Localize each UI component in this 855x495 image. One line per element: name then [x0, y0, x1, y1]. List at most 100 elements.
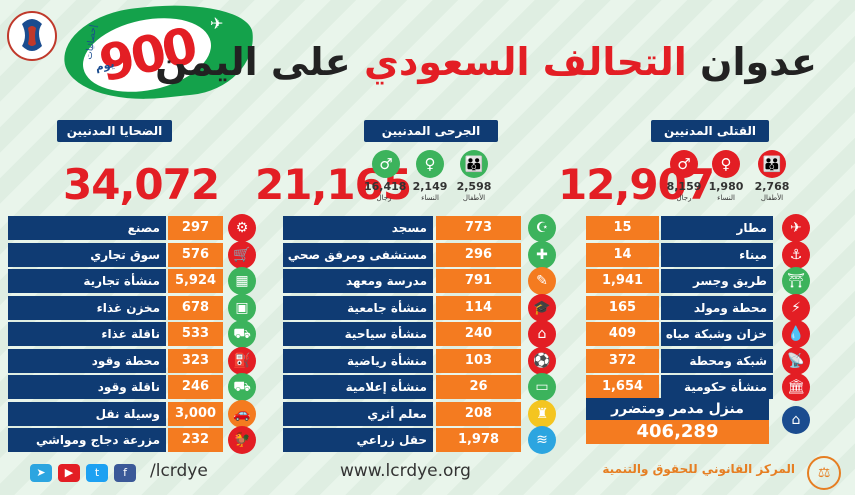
- victims-total: 34,072: [63, 160, 220, 209]
- row-value: 1,978: [436, 428, 521, 452]
- row-label: معلم أثري: [283, 401, 433, 426]
- row-label: ناقلة غذاء: [8, 322, 166, 346]
- row-value: 297: [168, 216, 223, 240]
- organization-seal-icon: ⚖: [807, 456, 841, 490]
- power-tower-icon: ⚡: [782, 293, 810, 322]
- row-label: ميناء: [661, 242, 773, 267]
- graduation-cap-icon: 🎓: [528, 293, 556, 322]
- bridge-icon: ⛩: [782, 267, 810, 295]
- man-icon: ♂: [372, 150, 400, 178]
- row-value: 409: [586, 322, 659, 346]
- children-icon: 👪: [460, 150, 488, 178]
- anchor-icon: ⚓: [782, 240, 810, 269]
- row-value: 323: [168, 348, 223, 373]
- website-link[interactable]: www.lcrdye.org: [340, 461, 471, 481]
- woman-icon: ♀: [712, 150, 740, 178]
- woman-icon: ♀: [416, 150, 444, 178]
- row-label: محطة ومولد كهرباء: [661, 295, 773, 339]
- row-label: منشأة جامعية: [283, 295, 433, 320]
- social-handle[interactable]: /lcrdye: [150, 461, 208, 481]
- row-value: 26: [436, 375, 521, 399]
- row-label: خزان وشبكة مياه: [661, 322, 773, 346]
- row-label: منشأة سياحية: [283, 322, 433, 346]
- row-label: مخزن غذاء: [8, 295, 166, 320]
- row-label: منشأة تجارية: [8, 269, 166, 293]
- row-value: 103: [436, 348, 521, 373]
- wounded-women: 2,149: [412, 180, 448, 193]
- row-value: 791: [436, 269, 521, 293]
- tanker-icon: ⛟: [228, 373, 256, 401]
- row-value: 576: [168, 242, 223, 267]
- wounded-children-label: الأطفال: [462, 194, 486, 202]
- row-value: 165: [586, 295, 659, 320]
- row-label: حقل زراعي: [283, 428, 433, 452]
- row-value: 372: [586, 348, 659, 373]
- row-label: مسجد: [283, 216, 433, 240]
- killed-men: 8,159: [666, 180, 702, 193]
- car-icon: 🚗: [228, 399, 256, 428]
- telegram-icon[interactable]: ➤: [30, 464, 52, 482]
- row-label: طريق وجسر: [661, 269, 773, 293]
- row-value: 5,924: [168, 269, 223, 293]
- sports-ball-icon: ⚽: [528, 346, 556, 375]
- row-value: 14: [586, 242, 659, 267]
- killed-women: 1,980: [708, 180, 744, 193]
- row-value: 240: [436, 322, 521, 346]
- youtube-icon[interactable]: ▶: [58, 464, 80, 482]
- page-title: عدوان التحالف السعودي على اليمن: [155, 40, 817, 84]
- twitter-icon[interactable]: t: [86, 464, 108, 482]
- fuel-pump-icon: ⛽: [228, 346, 256, 375]
- row-value: 678: [168, 295, 223, 320]
- row-value: 1,654: [586, 375, 659, 399]
- row-value: 533: [168, 322, 223, 346]
- killed-children: 2,768: [754, 180, 790, 193]
- row-value: 296: [436, 242, 521, 267]
- killed-header: القتلى المدنيين: [651, 120, 769, 142]
- victims-header: الضحايا المدنيين: [57, 120, 172, 142]
- killed-women-label: النساء: [717, 194, 735, 202]
- houses-box: منزل مدمر ومتضرر 406,289: [586, 398, 769, 444]
- hospital-icon: ✚: [528, 240, 556, 269]
- row-label: منشأة إعلامية: [283, 375, 433, 399]
- row-label: مطار: [661, 216, 773, 240]
- row-value: 246: [168, 375, 223, 399]
- wounded-header: الجرحى المدنيين: [364, 120, 498, 142]
- title-part-2: التحالف السعودي: [364, 40, 687, 84]
- mosque-icon: ☪: [528, 214, 556, 242]
- historic-building-icon: ♜: [528, 399, 556, 428]
- facebook-icon[interactable]: f: [114, 464, 136, 482]
- organization-name: المركز القانوني للحقوق والتنمية: [602, 462, 795, 476]
- row-label: مصنع: [8, 216, 166, 240]
- man-icon: ♂: [670, 150, 698, 178]
- row-label: مدرسة ومعهد: [283, 269, 433, 293]
- row-label: وسيلة نقل: [8, 401, 166, 426]
- row-label: شبكة ومحطة إتصالات: [661, 348, 773, 392]
- hotel-icon: ⌂: [528, 320, 556, 348]
- channel-logo-icon: [7, 11, 57, 61]
- warehouse-icon: ▣: [228, 293, 256, 322]
- wounded-men-label: رجال: [376, 194, 392, 202]
- government-building-icon: 🏛: [782, 373, 810, 401]
- row-value: 114: [436, 295, 521, 320]
- row-label: مزرعة دجاج ومواشي: [8, 428, 166, 452]
- row-label: منشأة رياضية: [283, 348, 433, 373]
- row-label: سوق تجاري: [8, 242, 166, 267]
- row-label: محطة وقود: [8, 348, 166, 373]
- tv-icon: ▭: [528, 373, 556, 401]
- house-icon: ⌂: [782, 406, 810, 434]
- houses-label: منزل مدمر ومتضرر: [586, 398, 769, 420]
- wounded-men: 16,418: [364, 180, 407, 193]
- school-icon: ✎: [528, 267, 556, 295]
- plane-icon: ✈: [782, 214, 810, 242]
- market-icon: 🛒: [228, 240, 256, 269]
- title-part-1: عدوان: [686, 40, 817, 84]
- row-value: 232: [168, 428, 223, 452]
- children-icon: 👪: [758, 150, 786, 178]
- truck-icon: ⛟: [228, 320, 256, 348]
- killed-children-label: الأطفال: [760, 194, 784, 202]
- row-label: مستشفى ومرفق صحي: [283, 242, 433, 267]
- row-value: 3,000: [168, 401, 223, 426]
- houses-value: 406,289: [586, 420, 769, 444]
- rooster-icon: 🐓: [228, 426, 256, 454]
- wounded-women-label: النساء: [421, 194, 439, 202]
